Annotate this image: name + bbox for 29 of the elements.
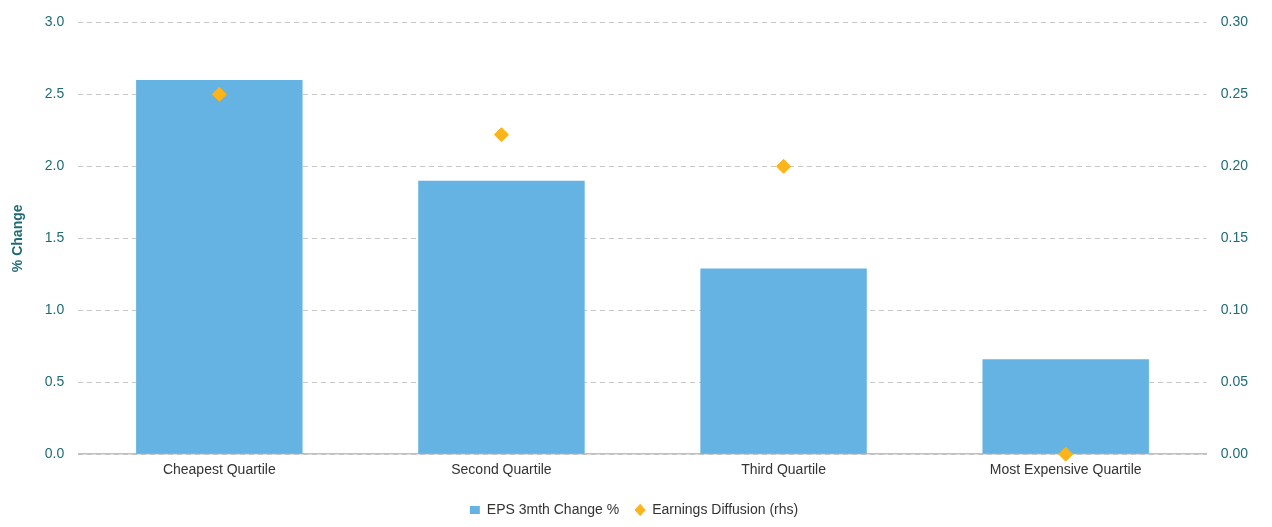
- y-tick-label: 3.0: [44, 13, 65, 30]
- point: [776, 158, 792, 174]
- y-axis-title: % Change: [9, 204, 26, 273]
- bar: [982, 359, 1149, 454]
- legend-label: EPS 3mth Change %: [486, 500, 620, 517]
- y-tick-label: 0.0: [44, 445, 65, 462]
- bar: [700, 268, 867, 454]
- y2-tick-label: 0.10: [1220, 301, 1249, 318]
- y2-tick-label: 0.20: [1220, 157, 1249, 174]
- bar: [136, 79, 303, 454]
- x-tick-label: Most Expensive Quartile: [989, 461, 1142, 478]
- y-tick-label: 2.0: [44, 157, 65, 174]
- y2-tick-label: 0.00: [1220, 445, 1249, 462]
- y-tick-label: 1.5: [44, 229, 65, 246]
- y-tick-label: 1.0: [44, 301, 65, 318]
- y2-tick-label: 0.05: [1220, 373, 1249, 390]
- x-tick-label: Cheapest Quartile: [162, 461, 276, 478]
- bar: [418, 180, 585, 454]
- y2-tick-label: 0.30: [1220, 13, 1249, 30]
- point: [493, 127, 509, 143]
- legend-label: Earnings Diffusion (rhs): [652, 500, 799, 517]
- point: [211, 86, 227, 102]
- y-tick-label: 2.5: [44, 85, 65, 102]
- point: [1058, 446, 1074, 462]
- x-tick-label: Third Quartile: [741, 461, 827, 478]
- x-tick-label: Second Quartile: [451, 461, 552, 478]
- y-tick-label: 0.5: [44, 373, 65, 390]
- y2-tick-label: 0.25: [1220, 85, 1249, 102]
- y2-tick-label: 0.15: [1220, 229, 1249, 246]
